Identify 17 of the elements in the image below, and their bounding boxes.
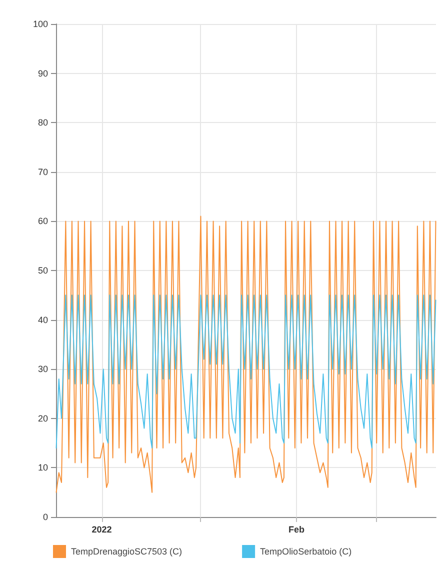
- legend-label: TempDrenaggioSC7503 (C): [71, 546, 182, 556]
- line-series: [56, 294, 436, 448]
- legend-label: TempOlioSerbatoio (C): [260, 546, 352, 556]
- y-tick-label: 50: [38, 266, 48, 276]
- y-tick-label: 40: [38, 314, 48, 325]
- y-tick-label: 100: [32, 19, 48, 29]
- x-tick-label: Feb: [288, 524, 306, 534]
- y-tick-label: 0: [42, 512, 48, 522]
- y-tick-label: 70: [38, 166, 48, 177]
- x-tick-label: 2022: [92, 524, 112, 534]
- y-tick-label: 20: [38, 413, 48, 424]
- y-tick-label: 90: [38, 68, 48, 78]
- y-tick-label: 30: [38, 364, 48, 374]
- line-series: [56, 216, 436, 493]
- y-tick-label: 60: [38, 216, 48, 226]
- y-tick-label: 80: [38, 118, 48, 128]
- y-tick-label: 10: [38, 462, 48, 473]
